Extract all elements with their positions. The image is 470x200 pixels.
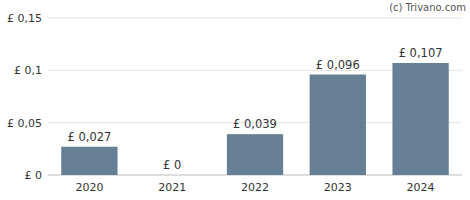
x-tick-label: 2024 xyxy=(407,181,435,194)
bar xyxy=(310,75,366,175)
bar xyxy=(392,63,448,175)
y-tick-label: £ 0,1 xyxy=(14,64,42,77)
x-tick-label: 2021 xyxy=(158,181,186,194)
data-label: £ 0,096 xyxy=(316,58,360,72)
data-label: £ 0,027 xyxy=(67,130,111,144)
bars xyxy=(61,63,449,175)
data-label: £ 0,107 xyxy=(399,46,443,60)
annotation: (c) Trivano.com xyxy=(389,2,466,13)
chart-container: £ 0 £ 0,05 £ 0,1 £ 0,15 £ 0,027 2020 £ 0 2021 £ … xyxy=(0,0,470,200)
x-tick-label: 2023 xyxy=(324,181,352,194)
chart-svg: £ 0 £ 0,05 £ 0,1 £ 0,15 £ 0,027 2020 £ 0 2021 £ … xyxy=(0,0,470,200)
y-tick-label: £ 0,15 xyxy=(7,12,42,25)
bar xyxy=(227,134,283,175)
y-tick-label: £ 0,05 xyxy=(7,117,42,130)
data-label: £ 0 xyxy=(163,158,181,172)
data-label: £ 0,039 xyxy=(233,117,277,131)
x-tick-label: 2020 xyxy=(75,181,103,194)
x-tick-label: 2022 xyxy=(241,181,269,194)
grid-line xyxy=(48,18,462,19)
y-tick-label: £ 0 xyxy=(25,169,43,182)
bar xyxy=(61,147,117,175)
bar xyxy=(144,175,200,176)
